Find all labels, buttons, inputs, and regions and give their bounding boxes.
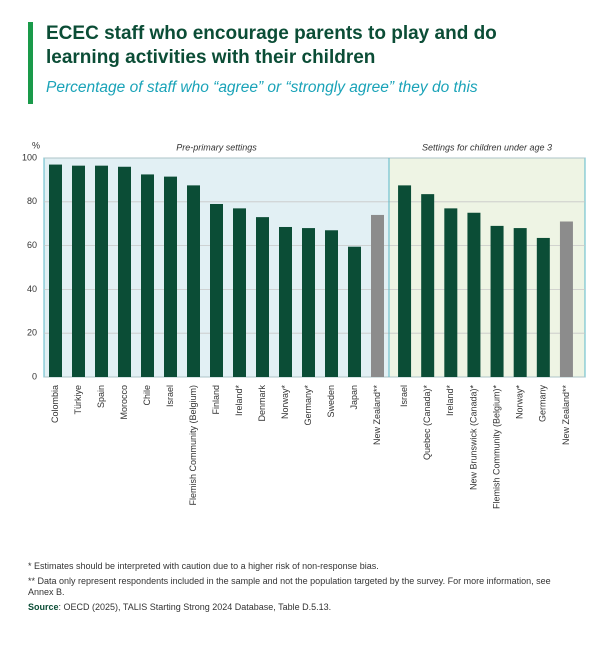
panel-title: Settings for children under age 3	[422, 142, 552, 152]
x-tick-label: New Zealand**	[561, 385, 571, 446]
source-text: : OECD (2025), TALIS Starting Strong 202…	[58, 601, 332, 612]
y-tick-label: 20	[27, 328, 37, 338]
title-accent	[28, 22, 33, 104]
bar	[210, 203, 223, 377]
chart: Pre-primary settings Settings for childre…	[22, 140, 586, 510]
y-tick-label: 80	[27, 196, 37, 206]
x-tick-label: Japan	[349, 385, 359, 410]
x-tick-label: Flemish Community (Belgium)	[188, 385, 198, 506]
bar	[141, 174, 154, 377]
bar	[256, 217, 269, 377]
y-tick-label: 0	[32, 371, 37, 381]
bar	[467, 212, 481, 377]
bar	[95, 165, 108, 377]
source-label: Source	[28, 601, 59, 612]
x-tick-label: New Brunswick (Canada)*	[468, 385, 478, 491]
bar	[325, 230, 338, 377]
x-tick-label: Norway*	[515, 385, 525, 420]
x-tick-label: Sweden	[326, 385, 336, 418]
bar	[444, 208, 458, 377]
subtitle: Percentage of staff who “agree” or “stro…	[46, 79, 478, 96]
y-tick-label: 100	[22, 152, 37, 162]
x-tick-label: Finland	[211, 385, 221, 415]
x-tick-label: Germany	[538, 385, 548, 423]
title: ECEC staff who encourage parents to play…	[46, 22, 497, 70]
panel-background	[388, 157, 586, 378]
title-line: ECEC staff who encourage parents to play…	[46, 23, 497, 44]
notes: * Estimates should be interpreted with c…	[28, 561, 573, 616]
x-tick-label: Chile	[142, 385, 152, 406]
note: ** Data only represent respondents inclu…	[28, 575, 551, 598]
x-tick-label: New Zealand**	[372, 385, 382, 446]
x-tick-label: Morocco	[119, 385, 129, 420]
bar	[513, 228, 527, 377]
bar	[421, 194, 435, 377]
bar	[398, 185, 412, 377]
x-tick-label: Türkiye	[73, 385, 83, 415]
bar	[49, 164, 62, 377]
x-tick-label: Norway*	[280, 385, 290, 420]
bar	[233, 208, 246, 377]
source: Source: OECD (2025), TALIS Starting Stro…	[28, 602, 573, 614]
x-tick-label: Israel	[399, 385, 409, 407]
bar	[118, 166, 131, 377]
bar	[371, 214, 384, 377]
x-tick-label: Colombia	[50, 385, 60, 423]
x-tick-label: Quebec (Canada)*	[422, 385, 432, 461]
panel-title: Pre-primary settings	[176, 142, 257, 152]
bar	[536, 237, 550, 377]
bar	[490, 225, 504, 377]
x-tick-label: Ireland*	[234, 385, 244, 417]
y-tick-label: 40	[27, 284, 37, 294]
title-line: learning activities with their children	[46, 47, 376, 68]
x-tick-label: Denmark	[257, 385, 267, 422]
bar	[187, 185, 200, 377]
bar	[72, 165, 85, 377]
x-tick-label: Spain	[96, 385, 106, 408]
x-tick-label: Israel	[165, 385, 175, 407]
note: * Estimates should be interpreted with c…	[28, 561, 379, 571]
y-tick-label: 60	[27, 240, 37, 250]
bar	[164, 176, 177, 377]
bar	[302, 228, 315, 377]
y-axis-label: %	[32, 140, 40, 150]
bar	[348, 246, 361, 377]
x-tick-label: Ireland*	[445, 385, 455, 417]
bar	[279, 226, 292, 377]
bar	[559, 221, 573, 377]
x-tick-label: Germany*	[303, 385, 313, 426]
x-tick-label: Flemish Community (Belgium)*	[491, 385, 501, 510]
